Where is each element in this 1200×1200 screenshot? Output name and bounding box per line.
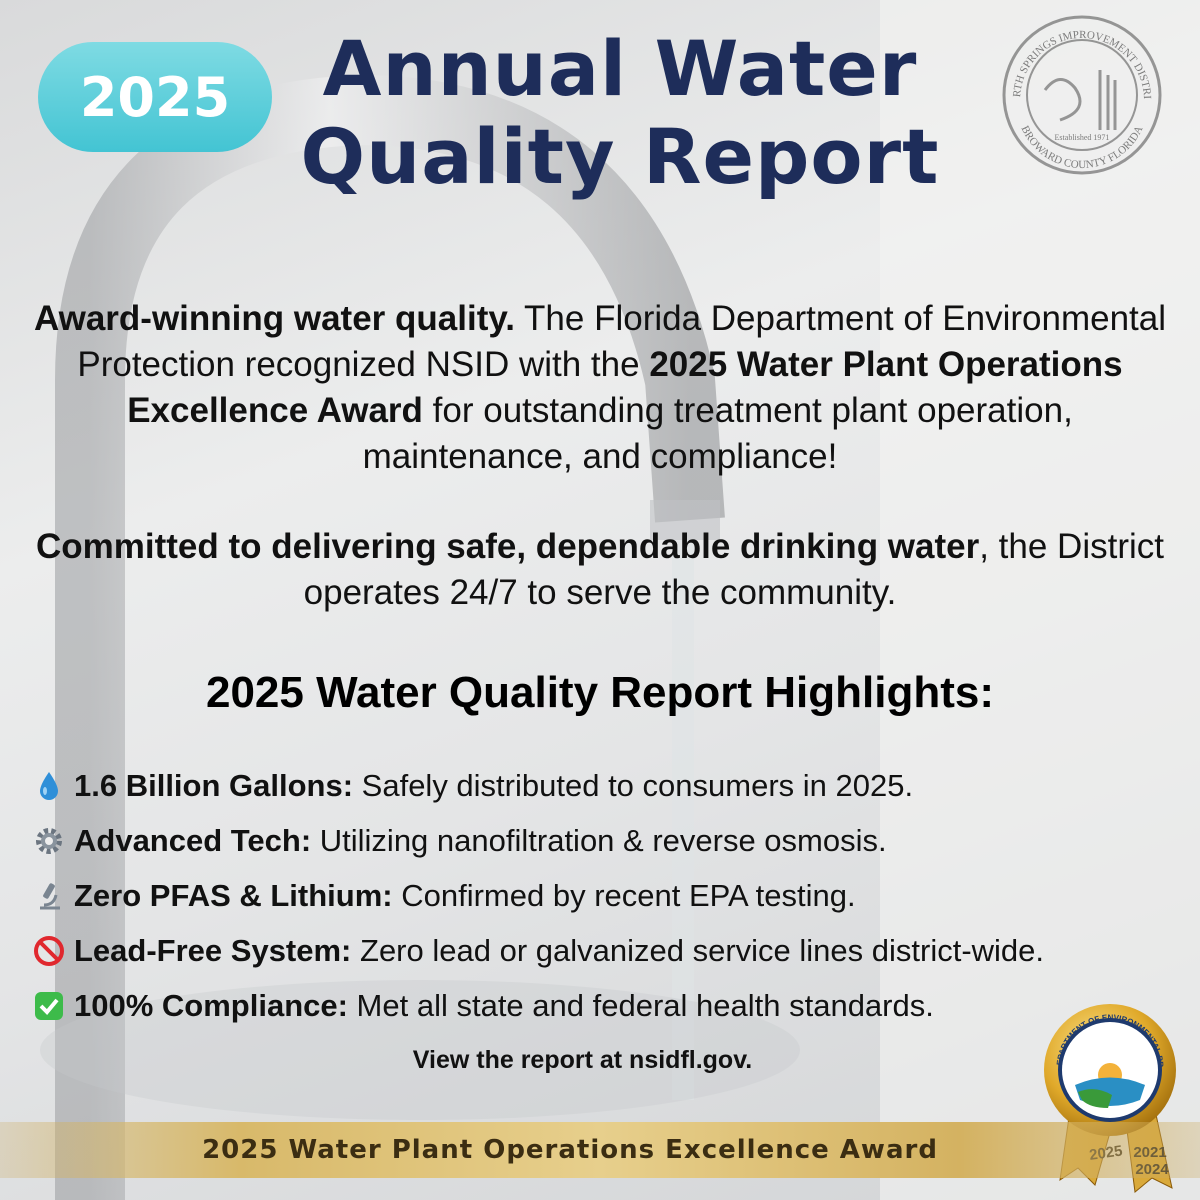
icon <box>36 828 62 854</box>
highlight-text: Confirmed by recent EPA testing. <box>392 878 856 913</box>
award-banner: 2025 Water Plant Operations Excellence A… <box>0 1122 1200 1178</box>
highlight-label: Zero PFAS & Lithium: <box>74 878 393 913</box>
paragraph: Award-winning water quality. The Florida… <box>30 296 1170 480</box>
icon <box>34 936 64 966</box>
highlight-text: Met all state and federal health standar… <box>347 988 934 1023</box>
text: The Florida Department of Environmental … <box>77 299 1167 384</box>
highlight-label: Advanced Tech: <box>74 823 312 858</box>
text: for outstanding treatment plant operatio… <box>362 391 1073 476</box>
paragraph: Committed to delivering safe, dependable… <box>30 524 1170 616</box>
highlight-label: 1.6 Billion Gallons: <box>74 768 354 803</box>
highlight-text: Safely distributed to consumers in 2025. <box>353 768 914 803</box>
icon <box>40 772 58 800</box>
bold-text: Committed to delivering safe, dependable… <box>36 527 980 566</box>
icon <box>35 992 63 1020</box>
report-link: View the report at nsidfl.gov. <box>412 1046 753 1074</box>
highlight-item: Advanced Tech: Utilizing nanofiltration … <box>32 821 887 861</box>
icon <box>40 883 60 910</box>
title-line: Quality Report <box>300 112 940 201</box>
highlight-label: 100% Compliance: <box>74 988 348 1023</box>
highlight-text: Zero lead or galvanized service lines di… <box>351 933 1045 968</box>
highlight-text: Utilizing nanofiltration & reverse osmos… <box>311 823 887 858</box>
highlight-label: Lead-Free System: <box>74 933 352 968</box>
banner-text: 2025 Water Plant Operations Excellence A… <box>202 1135 938 1165</box>
year-badge: 2025 <box>38 42 272 152</box>
text: , the District operates 24/7 to serve th… <box>303 527 1164 612</box>
title-line: Annual Water <box>322 24 918 113</box>
highlights-heading: 2025 Water Quality Report Highlights: <box>205 668 995 717</box>
highlight-item: Zero PFAS & Lithium: Confirmed by recent… <box>32 876 856 916</box>
bold-text: 2025 Water Plant Operations Excellence A… <box>127 345 1123 430</box>
bold-text: Award-winning water quality. <box>33 299 515 338</box>
highlight-item: Lead-Free System: Zero lead or galvanize… <box>32 931 1044 971</box>
highlight-item: 100% Compliance: Met all state and feder… <box>32 986 934 1026</box>
highlight-item: 1.6 Billion Gallons: Safely distributed … <box>32 766 913 806</box>
